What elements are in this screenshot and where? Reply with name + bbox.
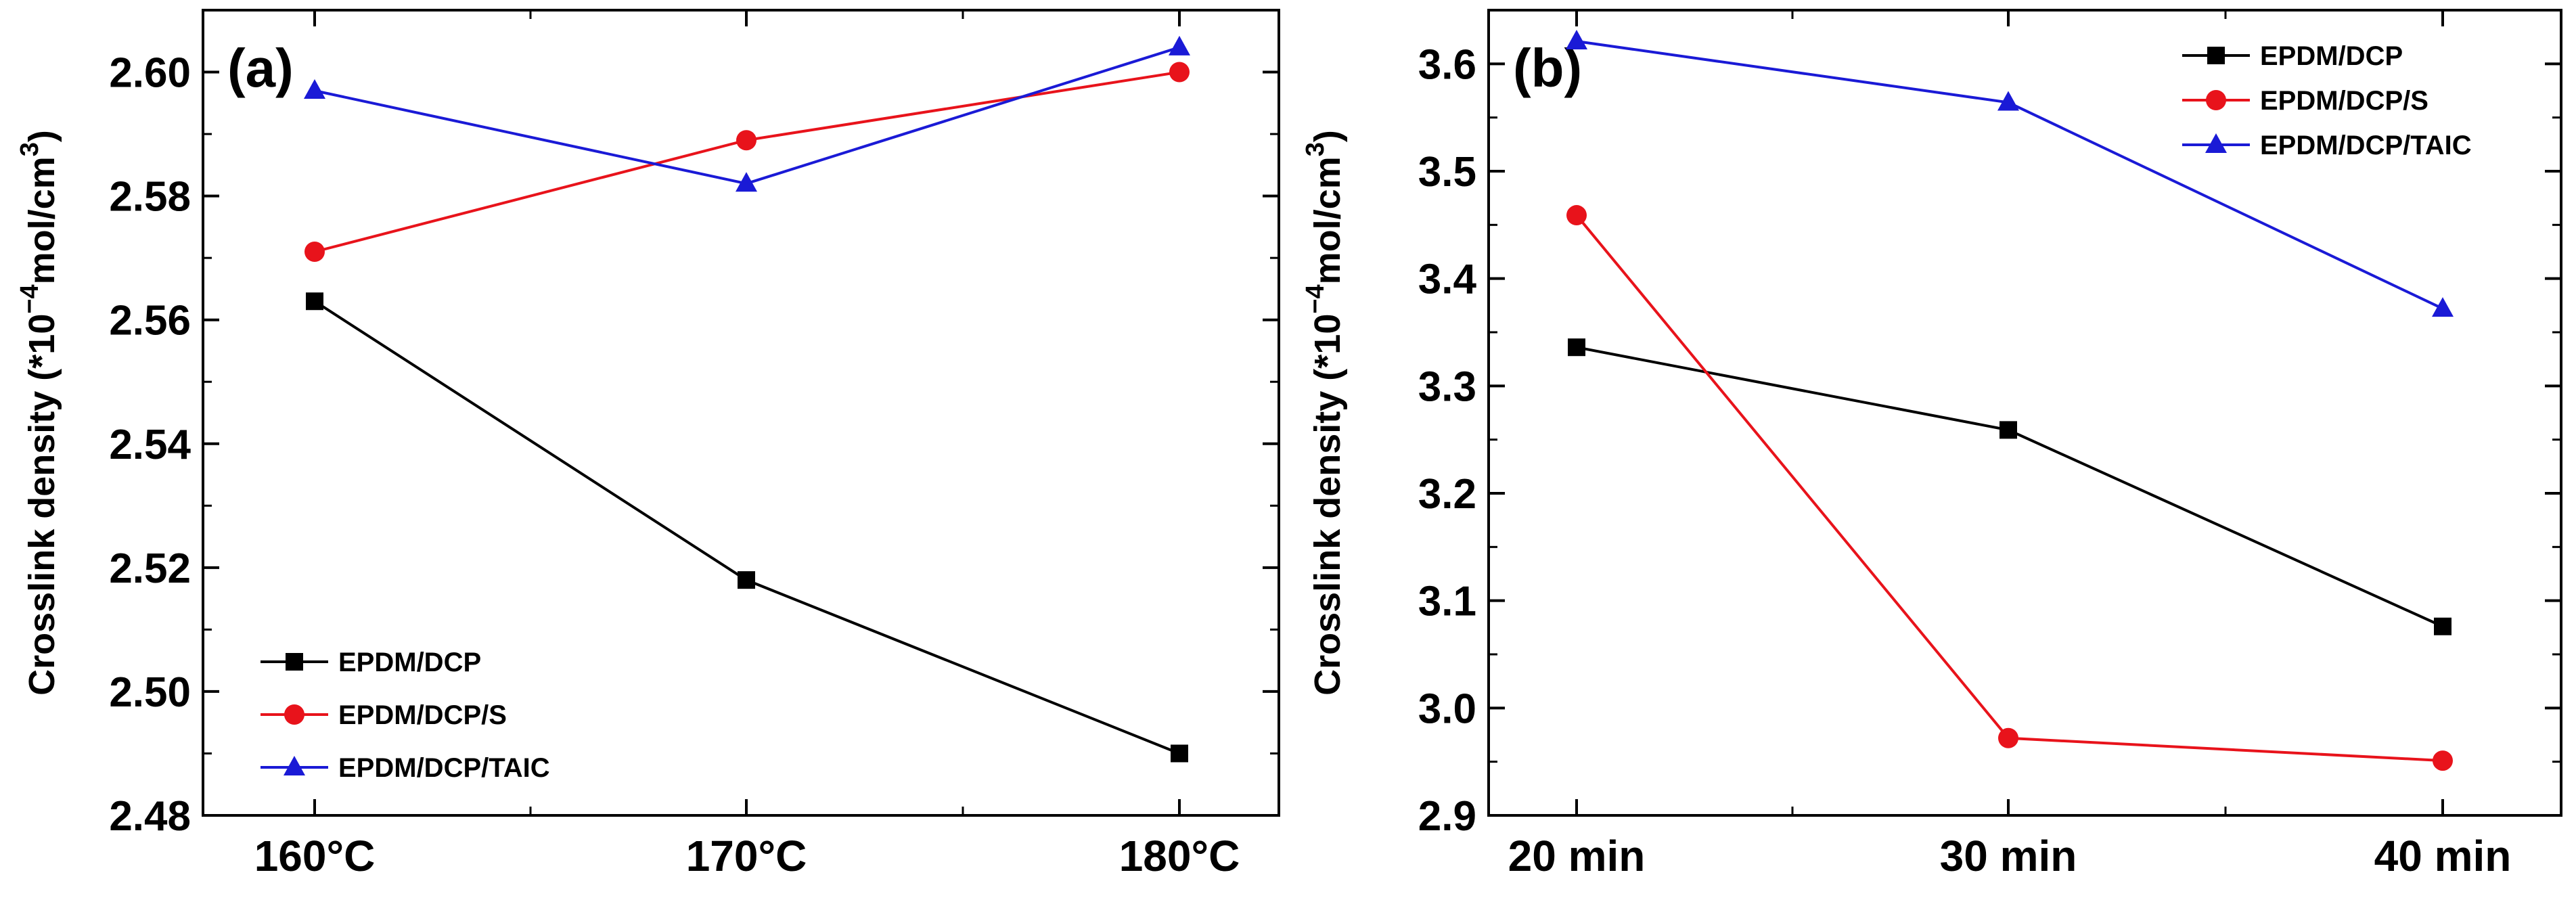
series-line-epdm-dcp-s (1575, 214, 2443, 763)
x-tick-label: 30 min (1940, 832, 2077, 880)
y-tick-label: 3.4 (1418, 256, 1477, 303)
x-tick-label: 160°C (254, 832, 376, 880)
y-tick-label: 2.58 (109, 174, 191, 221)
data-point-epdm-dcp (2434, 617, 2451, 635)
data-point-epdm-dcp (1999, 421, 2017, 439)
data-point-epdm-dcp-taic (1169, 35, 1190, 55)
panel-b: 2.9 3.0 3.1 3.2 3.3 3.4 3.5 3.6 20 min 30 min 40 m… (1301, 9, 2562, 880)
legend-label: EPDM/DCP/S (338, 700, 507, 730)
data-point-epdm-dcp (1171, 744, 1188, 763)
legend-label: EPDM/DCP/TAIC (338, 753, 550, 783)
legend-marker (286, 653, 303, 671)
y-tick-label: 2.60 (109, 50, 191, 97)
y-tick-label: 3.0 (1418, 685, 1476, 732)
data-point-epdm-dcp-taic (736, 172, 757, 192)
y-tick-label: 2.54 (109, 422, 191, 468)
legend-label: EPDM/DCP (338, 648, 481, 677)
data-point-epdm-dcp-s (2433, 750, 2453, 771)
y-tick-label: 2.48 (109, 793, 191, 840)
series-line-epdm-dcp-taic (314, 46, 1180, 185)
panel-label: (a) (227, 38, 294, 98)
legend-marker (2206, 90, 2226, 110)
y-tick-label: 2.9 (1418, 793, 1476, 840)
legend-marker (2207, 47, 2225, 64)
y-axis-label: Crosslink density (*10−4mol/cm3) (1301, 130, 1348, 696)
x-tick-label: 180°C (1119, 832, 1240, 880)
y-axis-label: Crosslink density (*10−4mol/cm3) (16, 130, 62, 696)
data-point-epdm-dcp-s (304, 242, 325, 262)
series-line-epdm-dcp (1576, 346, 2443, 628)
data-point-epdm-dcp-taic (2432, 297, 2454, 317)
data-point-epdm-dcp (306, 292, 323, 311)
data-point-epdm-dcp-s (1169, 62, 1190, 83)
legend-marker (284, 704, 304, 725)
y-tick-label: 3.2 (1418, 471, 1476, 518)
y-tick-label: 2.56 (109, 298, 191, 344)
legend-marker (2205, 133, 2227, 153)
y-tick-label: 2.52 (109, 545, 191, 592)
series-line-epdm-dcp (313, 300, 1180, 755)
y-tick-label: 3.3 (1418, 363, 1476, 410)
data-point-epdm-dcp-taic (1997, 91, 2019, 111)
plot-frame (1487, 9, 2562, 817)
legend-label: EPDM/DCP (2260, 41, 2403, 71)
y-tick-label: 3.5 (1418, 149, 1476, 196)
data-point-epdm-dcp (738, 571, 755, 589)
data-point-epdm-dcp-s (1998, 727, 2018, 748)
data-point-epdm-dcp-s (736, 130, 756, 151)
plot-frame (202, 9, 1280, 817)
legend-marker (284, 756, 305, 775)
series-line-epdm-dcp-taic (1576, 40, 2443, 310)
y-tick-label: 3.1 (1418, 579, 1476, 625)
x-tick-label: 170°C (686, 832, 807, 880)
legend-label: EPDM/DCP/S (2260, 86, 2428, 116)
x-tick-label: 20 min (1508, 832, 1646, 880)
panel-a: 2.48 2.50 2.52 2.54 2.56 2.58 2.60 160°C 170°C 18… (16, 9, 1280, 880)
data-point-epdm-dcp-taic (1566, 30, 1587, 50)
y-tick-label: 2.50 (109, 669, 191, 716)
series-line-epdm-dcp-s (314, 70, 1180, 253)
data-point-epdm-dcp-s (1566, 205, 1587, 226)
y-tick-label: 3.6 (1418, 41, 1476, 88)
data-point-epdm-dcp-taic (304, 79, 325, 99)
data-point-epdm-dcp (1568, 338, 1585, 357)
x-tick-label: 40 min (2374, 832, 2512, 880)
legend-label: EPDM/DCP/TAIC (2260, 131, 2472, 160)
